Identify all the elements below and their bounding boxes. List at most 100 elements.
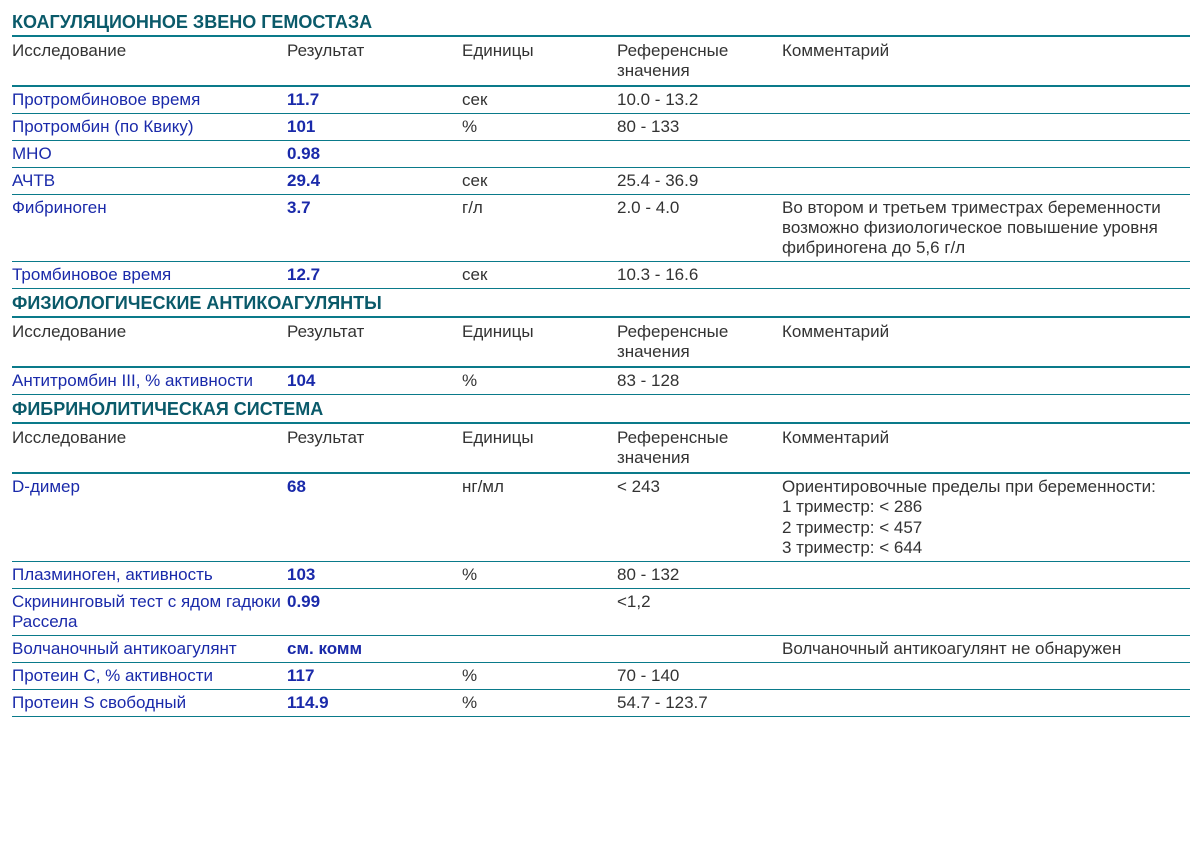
cell-test: МНО <box>12 141 287 168</box>
cell-units: % <box>462 689 617 716</box>
cell-comment <box>782 588 1190 635</box>
cell-test: АЧТВ <box>12 168 287 195</box>
table-row: АЧТВ29.4сек25.4 - 36.9 <box>12 168 1190 195</box>
cell-result: 104 <box>287 367 462 395</box>
col-reference: Референсные значения <box>617 37 782 86</box>
cell-reference: 2.0 - 4.0 <box>617 195 782 262</box>
cell-result: 0.98 <box>287 141 462 168</box>
cell-result: 0.99 <box>287 588 462 635</box>
cell-units: % <box>462 561 617 588</box>
cell-test: Протеин S свободный <box>12 689 287 716</box>
col-comment: Комментарий <box>782 37 1190 86</box>
cell-units: % <box>462 662 617 689</box>
col-units: Единицы <box>462 37 617 86</box>
cell-result: 12.7 <box>287 262 462 289</box>
cell-comment <box>782 689 1190 716</box>
col-test: Исследование <box>12 424 287 473</box>
cell-comment <box>782 367 1190 395</box>
cell-comment <box>782 141 1190 168</box>
table-row: Фибриноген3.7г/л2.0 - 4.0Во втором и тре… <box>12 195 1190 262</box>
cell-reference: 54.7 - 123.7 <box>617 689 782 716</box>
table-row: Протеин C, % активности117%70 - 140 <box>12 662 1190 689</box>
cell-units: % <box>462 367 617 395</box>
cell-test: Протромбин (по Квику) <box>12 114 287 141</box>
cell-comment: Во втором и третьем триместрах беременно… <box>782 195 1190 262</box>
col-reference: Референсные значения <box>617 424 782 473</box>
col-result: Результат <box>287 424 462 473</box>
section-title: ФИБРИНОЛИТИЧЕСКАЯ СИСТЕМА <box>12 395 1190 424</box>
cell-comment <box>782 114 1190 141</box>
cell-reference <box>617 141 782 168</box>
cell-reference: <1,2 <box>617 588 782 635</box>
cell-units: сек <box>462 86 617 114</box>
table-row: МНО0.98 <box>12 141 1190 168</box>
table-row: Протромбиновое время11.7сек10.0 - 13.2 <box>12 86 1190 114</box>
col-result: Результат <box>287 318 462 367</box>
cell-comment: Волчаночный антикоагулянт не обнаружен <box>782 635 1190 662</box>
col-result: Результат <box>287 37 462 86</box>
table-row: Протромбин (по Квику)101%80 - 133 <box>12 114 1190 141</box>
col-test: Исследование <box>12 37 287 86</box>
cell-units: сек <box>462 168 617 195</box>
results-table: ИсследованиеРезультатЕдиницыРеференсные … <box>12 318 1190 395</box>
cell-comment <box>782 561 1190 588</box>
cell-result: 3.7 <box>287 195 462 262</box>
col-test: Исследование <box>12 318 287 367</box>
cell-test: Антитромбин III, % активности <box>12 367 287 395</box>
cell-units <box>462 141 617 168</box>
table-row: Антитромбин III, % активности104%83 - 12… <box>12 367 1190 395</box>
cell-result: 68 <box>287 473 462 561</box>
cell-reference: < 243 <box>617 473 782 561</box>
cell-reference: 83 - 128 <box>617 367 782 395</box>
cell-reference <box>617 635 782 662</box>
cell-units: г/л <box>462 195 617 262</box>
table-row: D-димер68нг/мл< 243Ориентировочные преде… <box>12 473 1190 561</box>
cell-test: Фибриноген <box>12 195 287 262</box>
col-comment: Комментарий <box>782 424 1190 473</box>
cell-comment <box>782 662 1190 689</box>
cell-comment <box>782 86 1190 114</box>
cell-comment <box>782 262 1190 289</box>
table-row: Тромбиновое время12.7сек10.3 - 16.6 <box>12 262 1190 289</box>
cell-reference: 10.3 - 16.6 <box>617 262 782 289</box>
cell-test: Тромбиновое время <box>12 262 287 289</box>
cell-reference: 25.4 - 36.9 <box>617 168 782 195</box>
section-title: ФИЗИОЛОГИЧЕСКИЕ АНТИКОАГУЛЯНТЫ <box>12 289 1190 318</box>
col-reference: Референсные значения <box>617 318 782 367</box>
cell-units <box>462 635 617 662</box>
cell-result: 103 <box>287 561 462 588</box>
results-table: ИсследованиеРезультатЕдиницыРеференсные … <box>12 424 1190 716</box>
cell-result: 101 <box>287 114 462 141</box>
table-row: Протеин S свободный114.9%54.7 - 123.7 <box>12 689 1190 716</box>
cell-units: нг/мл <box>462 473 617 561</box>
cell-units: сек <box>462 262 617 289</box>
cell-result: 114.9 <box>287 689 462 716</box>
cell-units <box>462 588 617 635</box>
lab-report: КОАГУЛЯЦИОННОЕ ЗВЕНО ГЕМОСТАЗАИсследован… <box>12 8 1190 717</box>
cell-test: Плазминоген, активность <box>12 561 287 588</box>
cell-units: % <box>462 114 617 141</box>
cell-reference: 80 - 133 <box>617 114 782 141</box>
cell-result: 29.4 <box>287 168 462 195</box>
cell-test: Скрининговый тест с ядом гадюки Рассела <box>12 588 287 635</box>
cell-result: см. комм <box>287 635 462 662</box>
cell-comment: Ориентировочные пределы при беременности… <box>782 473 1190 561</box>
col-units: Единицы <box>462 318 617 367</box>
cell-test: Протромбиновое время <box>12 86 287 114</box>
cell-reference: 70 - 140 <box>617 662 782 689</box>
cell-reference: 80 - 132 <box>617 561 782 588</box>
cell-test: Протеин C, % активности <box>12 662 287 689</box>
cell-test: D-димер <box>12 473 287 561</box>
table-row: Волчаночный антикоагулянтсм. комм Волчано… <box>12 635 1190 662</box>
cell-result: 11.7 <box>287 86 462 114</box>
section-title: КОАГУЛЯЦИОННОЕ ЗВЕНО ГЕМОСТАЗА <box>12 8 1190 37</box>
cell-test: Волчаночный антикоагулянт <box>12 635 287 662</box>
cell-comment <box>782 168 1190 195</box>
col-comment: Комментарий <box>782 318 1190 367</box>
cell-result: 117 <box>287 662 462 689</box>
table-row: Плазминоген, активность103%80 - 132 <box>12 561 1190 588</box>
results-table: ИсследованиеРезультатЕдиницыРеференсные … <box>12 37 1190 289</box>
cell-reference: 10.0 - 13.2 <box>617 86 782 114</box>
table-row: Скрининговый тест с ядом гадюки Рассела0… <box>12 588 1190 635</box>
col-units: Единицы <box>462 424 617 473</box>
